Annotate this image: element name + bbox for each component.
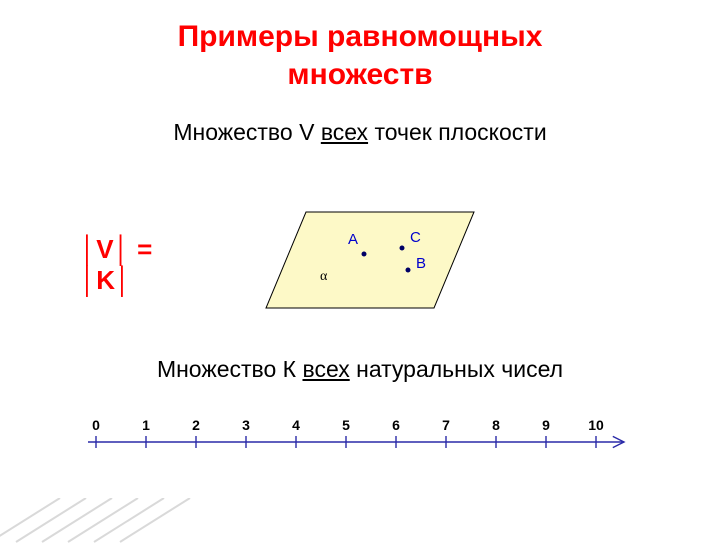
set-k-underlined: всех: [302, 356, 349, 382]
numberline-label: 0: [92, 417, 100, 433]
number-line: 0 1 2 3 4 5 6 7 8 9 10: [76, 408, 636, 473]
equality-line2: │K│: [80, 265, 131, 295]
set-v-pre: Множество V: [173, 119, 320, 145]
corner-decor: [0, 498, 200, 558]
numberline-label: 2: [192, 417, 200, 433]
numberline-label: 10: [588, 417, 604, 433]
plane-point-label-a: A: [348, 231, 358, 248]
numberline-label: 5: [342, 417, 350, 433]
set-k-post: натуральных чисел: [350, 356, 563, 382]
plane-alpha-label: α: [320, 269, 328, 284]
set-v-underlined: всех: [321, 119, 368, 145]
numberline-label: 9: [542, 417, 550, 433]
numberline-label: 3: [242, 417, 250, 433]
numberline-label: 4: [292, 417, 300, 433]
page-title: Примеры равномощных множеств: [0, 18, 720, 93]
title-line1: Примеры равномощных: [178, 20, 543, 53]
equality-line1: │V│ =: [80, 234, 152, 264]
set-k-description: Множество К всех натуральных чисел: [0, 356, 720, 383]
numberline-label: 7: [442, 417, 450, 433]
plane-point-a: [362, 252, 367, 257]
set-k-pre: Множество К: [157, 356, 303, 382]
set-v-description: Множество V всех точек плоскости: [0, 119, 720, 146]
cardinality-equality: │V│ = │K│: [80, 234, 152, 296]
plane-point-b: [406, 268, 411, 273]
plane-shape: [266, 212, 474, 308]
numberline-label: 8: [492, 417, 500, 433]
plane-svg: α A CB: [260, 206, 480, 314]
plane-diagram: α A CB: [260, 206, 480, 319]
plane-point-label-b: B: [416, 255, 426, 272]
title-line2: множеств: [287, 58, 432, 91]
plane-point-label-c: C: [410, 229, 421, 246]
set-v-post: точек плоскости: [368, 119, 547, 145]
numberline-label: 6: [392, 417, 400, 433]
plane-point-c: [400, 246, 405, 251]
numberline-svg: 0 1 2 3 4 5 6 7 8 9 10: [76, 408, 636, 468]
numberline-label: 1: [142, 417, 150, 433]
